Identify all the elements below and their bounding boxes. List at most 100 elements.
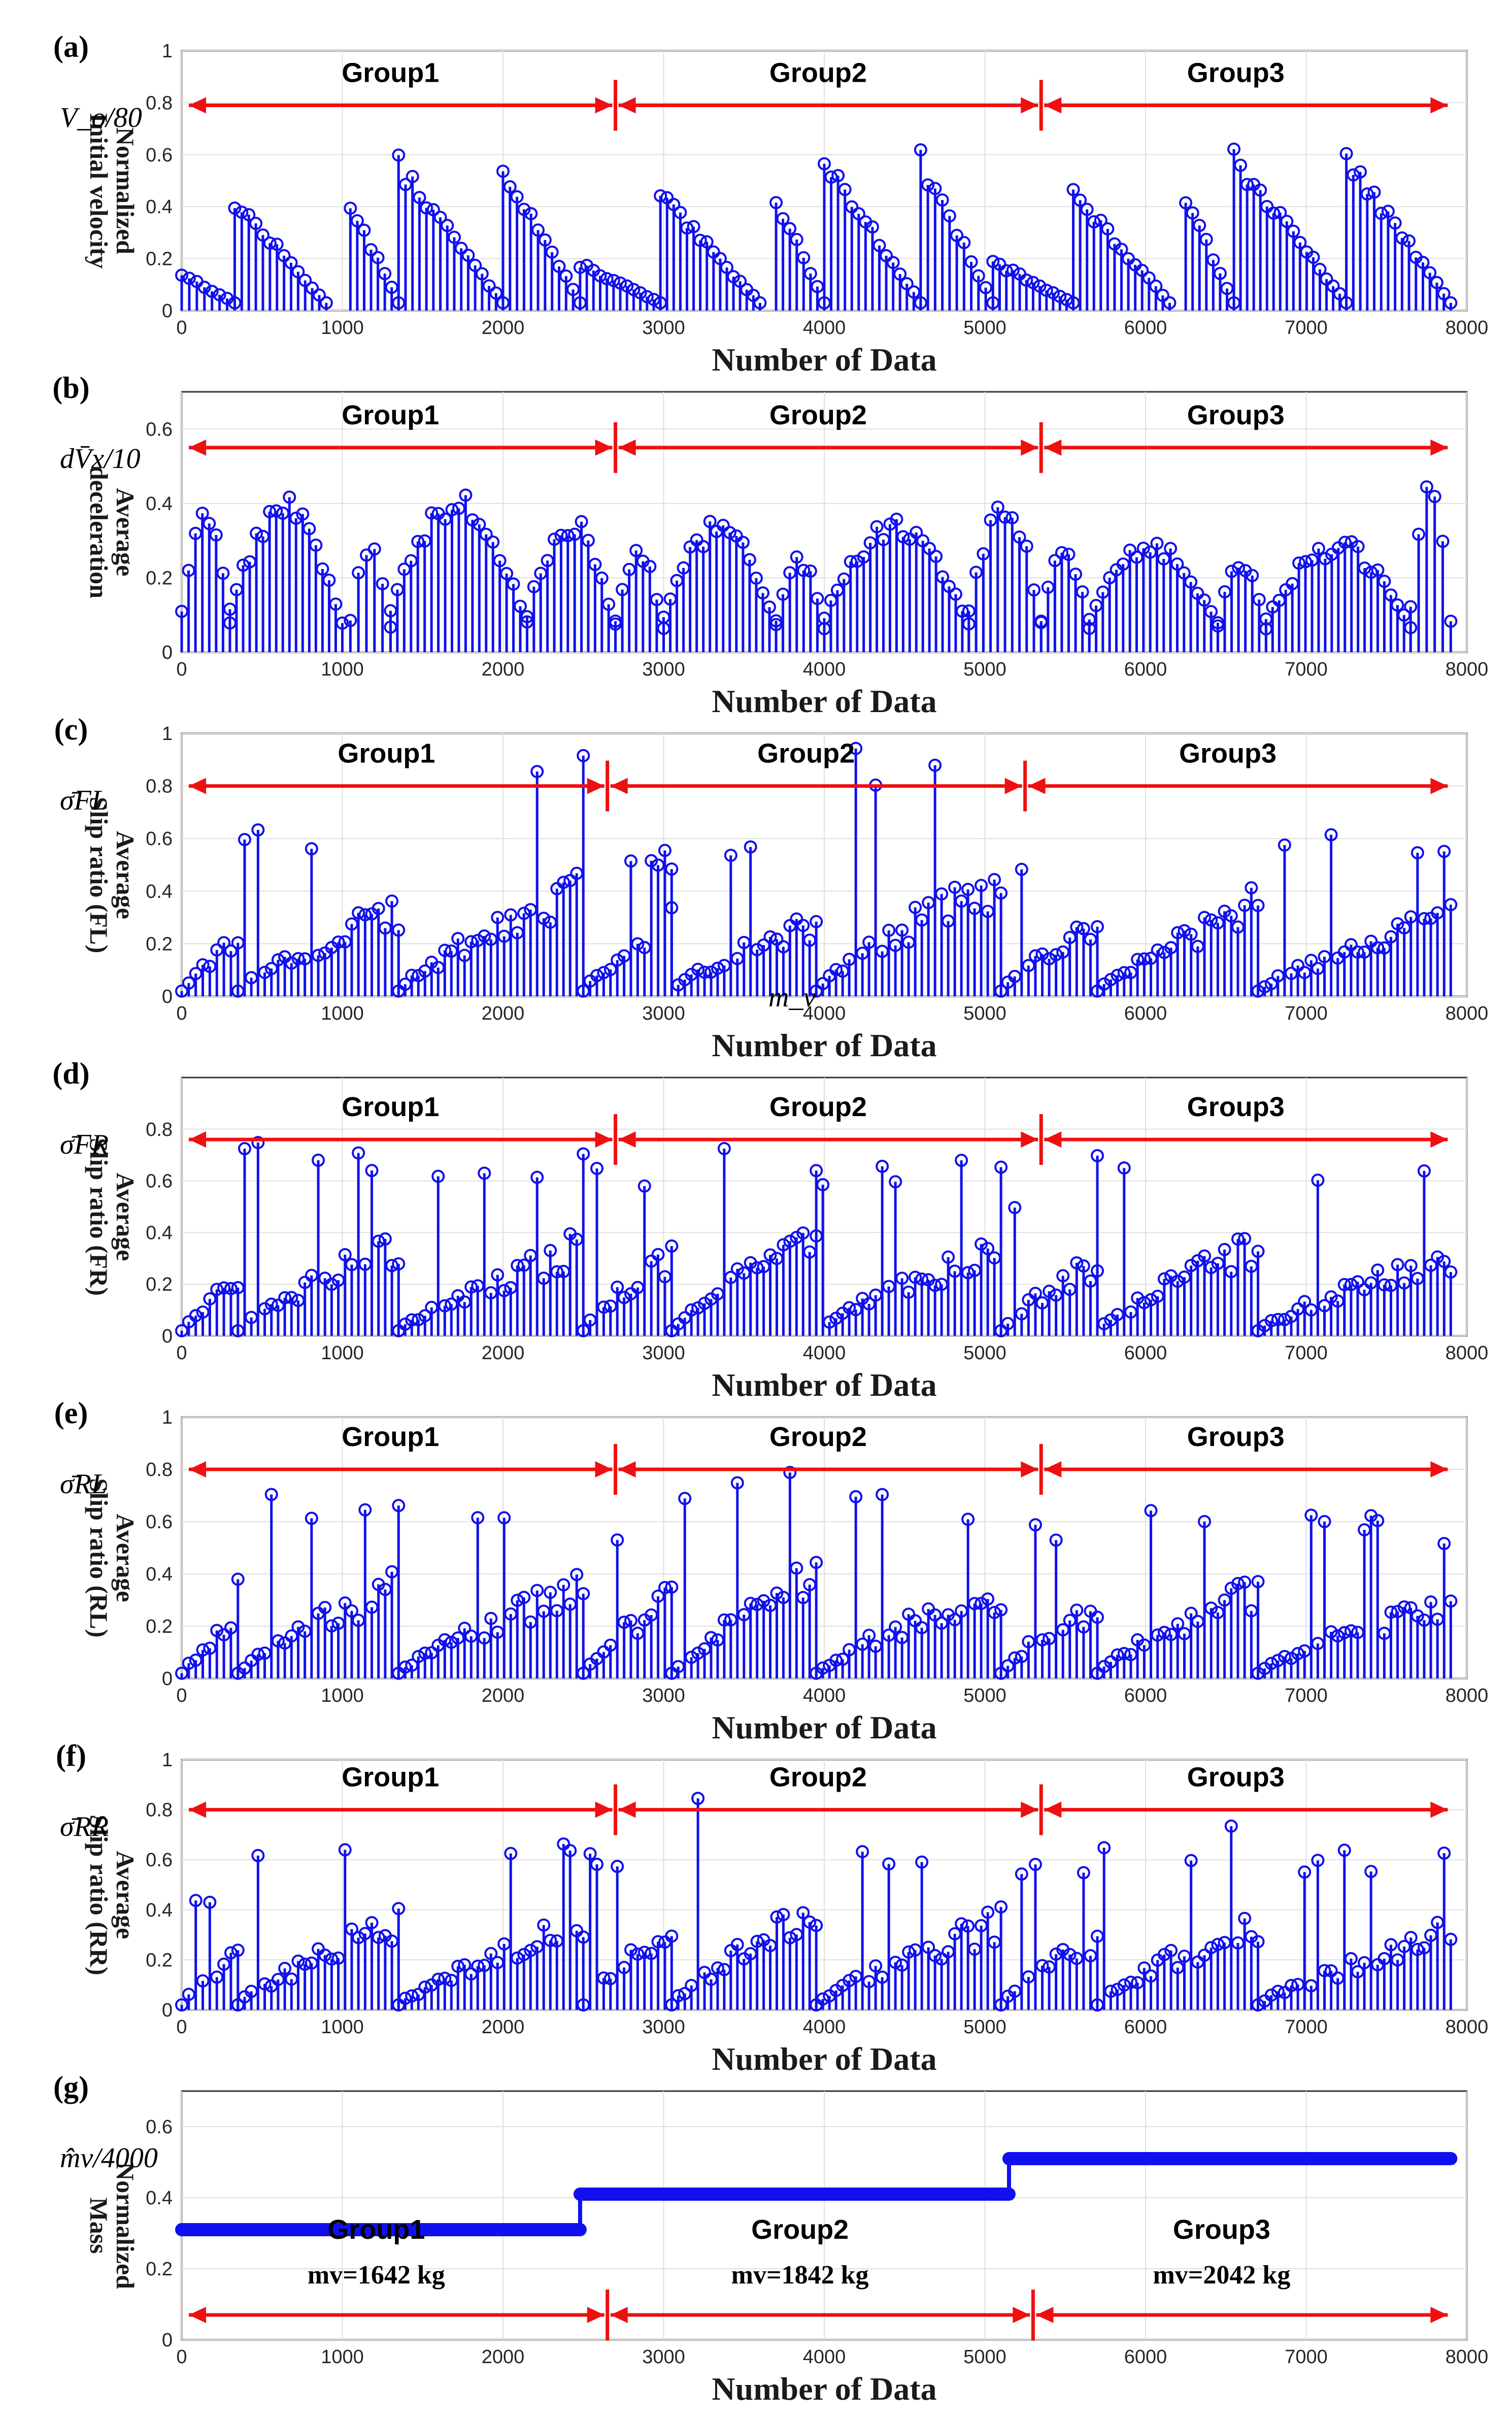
stem-marker (1384, 1938, 1398, 1952)
stem-marker (1246, 568, 1259, 582)
stem-marker (1381, 205, 1395, 218)
stem-marker (554, 528, 568, 542)
stem-marker (350, 214, 364, 228)
stem-marker (566, 283, 580, 296)
group-arrow-head-left (189, 2307, 206, 2323)
group-arrow-head-left (618, 1131, 636, 1148)
stem-marker (1198, 1249, 1212, 1263)
stem-marker (392, 1499, 406, 1512)
stem-marker (251, 823, 265, 837)
stem-marker (557, 1578, 570, 1592)
stem-marker (1077, 1620, 1090, 1634)
stem-marker (803, 266, 817, 280)
stem-marker (935, 887, 949, 901)
stem-marker (524, 207, 538, 220)
stem-marker (1039, 283, 1053, 297)
stem-marker (723, 526, 736, 540)
panel-label: (f) (56, 1739, 86, 1772)
group-arrow-head-right (595, 1801, 613, 1818)
y-tick-label: 0.4 (146, 1564, 173, 1585)
stem-marker (595, 572, 609, 585)
group-arrow-head-left (1044, 439, 1062, 456)
y-tick-label: 0 (162, 2330, 173, 2351)
group-arrow-head-right (1013, 2307, 1030, 2323)
stem-marker (1377, 575, 1391, 588)
stem-marker (895, 1271, 909, 1285)
stem-marker (977, 547, 990, 561)
stem-marker (1047, 286, 1060, 299)
group-arrow-head-left (189, 778, 206, 794)
stem-marker (1260, 199, 1274, 213)
stem-marker (1049, 1533, 1063, 1547)
stem-marker (1371, 941, 1385, 955)
stem-marker (1084, 1274, 1097, 1288)
data-series (175, 142, 1458, 311)
stem-marker (581, 533, 595, 547)
stem-marker (538, 233, 552, 247)
y-tick-label: 0.4 (146, 493, 173, 515)
stem-marker (1206, 253, 1220, 267)
stem-marker (1043, 1960, 1056, 1974)
stem-marker (285, 1291, 298, 1304)
stem-marker (1444, 1594, 1458, 1608)
group-arrow-head-left (189, 439, 206, 456)
stem-marker (763, 930, 777, 944)
group-label: Group2 (769, 1762, 867, 1793)
stem-marker (484, 1611, 498, 1625)
stem-marker (344, 201, 357, 215)
stem-marker (979, 281, 993, 294)
x-tick-label: 8000 (1446, 1685, 1489, 1706)
stem-marker (1416, 255, 1430, 269)
stem-marker (713, 252, 727, 265)
stem-marker (730, 1938, 744, 1952)
stem-marker (1043, 1285, 1056, 1298)
x-axis-label: Number of Data (712, 2371, 936, 2407)
stem-marker (810, 1164, 823, 1178)
stem-marker (1444, 1933, 1458, 1946)
stem-marker (1424, 1595, 1438, 1609)
stem-marker (1245, 881, 1258, 895)
stem-marker (197, 281, 211, 294)
stem-marker (461, 249, 475, 262)
stem-marker (1354, 165, 1367, 179)
y-tick-label: 0 (162, 2000, 173, 2021)
stem-marker (352, 906, 365, 920)
group-arrow-head-left (1044, 1801, 1062, 1818)
stem-marker (1437, 845, 1451, 858)
stem-marker (1358, 561, 1371, 575)
stem-marker (838, 183, 852, 196)
stem-marker (691, 1792, 705, 1805)
x-tick-label: 7000 (1285, 659, 1328, 680)
stem-marker (1412, 527, 1426, 541)
group-arrow-head-right (1021, 1461, 1038, 1477)
stem-marker (242, 208, 256, 222)
stem-marker (1417, 1164, 1431, 1178)
group-arrow-head-left (618, 1801, 636, 1818)
x-tick-label: 6000 (1124, 2016, 1167, 2038)
stem-marker (1063, 931, 1077, 945)
stem-marker (552, 259, 566, 273)
stem-marker (1028, 1287, 1042, 1300)
stem-marker (1420, 480, 1433, 494)
stem-marker (1115, 243, 1128, 256)
group-label: Group1 (342, 1762, 439, 1793)
stem-marker (1444, 296, 1458, 310)
stem-marker (1324, 828, 1338, 842)
y-tick-label: 1 (162, 1407, 173, 1428)
x-axis-label: Number of Data (712, 1367, 936, 1403)
x-tick-label: 0 (176, 1342, 187, 1364)
stem-marker (651, 1248, 665, 1261)
stem-marker (1070, 1952, 1084, 1965)
stem-marker (882, 1857, 896, 1871)
stem-marker (964, 255, 978, 268)
group-arrow-head-left (189, 1461, 206, 1477)
stem-marker (1136, 542, 1150, 555)
stem-marker (256, 228, 270, 242)
x-tick-label: 0 (176, 2346, 187, 2368)
stem-marker (1022, 1970, 1035, 1984)
stem-marker (1149, 279, 1163, 293)
group-label: Group3 (1179, 738, 1276, 769)
stem-marker (744, 1597, 757, 1610)
stem-marker (203, 960, 217, 973)
